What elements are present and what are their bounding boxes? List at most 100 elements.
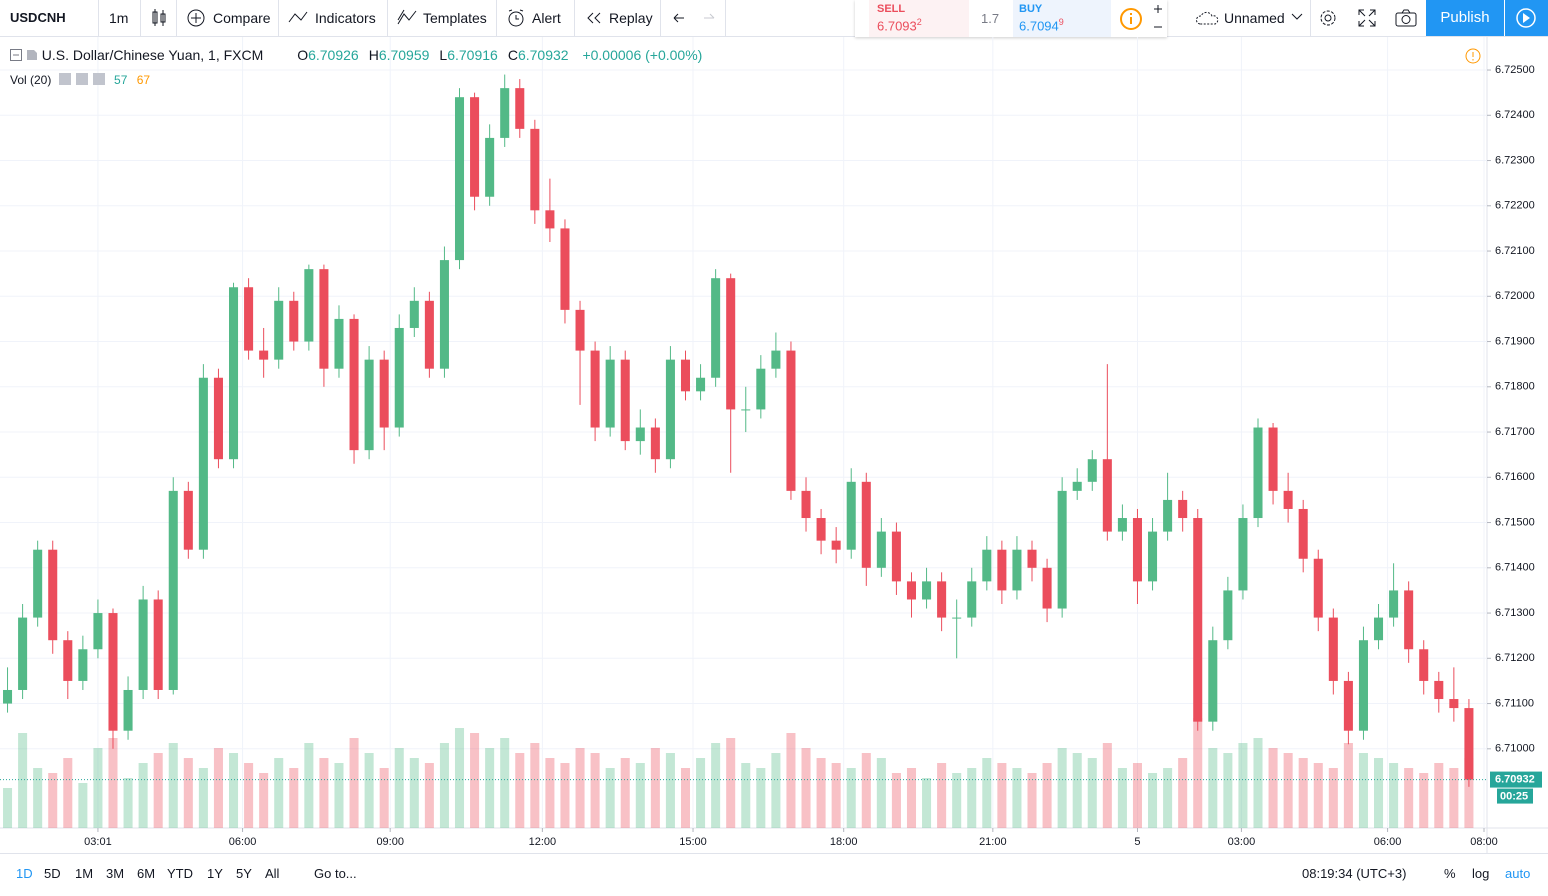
volume-bar (63, 758, 73, 828)
volume-bar (394, 748, 404, 828)
volume-bar (1117, 768, 1127, 828)
candle-body (771, 350, 781, 369)
x-tick-label: 03:01 (84, 836, 112, 848)
info-icon[interactable] (1119, 7, 1143, 31)
candle-body (741, 409, 751, 411)
go-to[interactable]: Go to... (314, 866, 357, 881)
candle-body (696, 377, 706, 392)
candle-body (409, 300, 419, 328)
y-tick-label: 6.72200 (1495, 200, 1535, 212)
last-price-tag (1490, 771, 1542, 788)
fullscreen-icon[interactable] (1357, 8, 1377, 28)
auto-toggle[interactable]: auto (1505, 866, 1531, 881)
y-tick-label: 6.71900 (1495, 335, 1535, 347)
volume-bar (304, 743, 314, 828)
volume-bar (1102, 743, 1112, 828)
study-buttons[interactable] (58, 73, 107, 85)
range-button[interactable]: YTD (167, 866, 193, 881)
volume-bar (1434, 763, 1444, 828)
play-button[interactable] (1505, 0, 1548, 36)
volume-bar (620, 758, 630, 828)
indicators[interactable]: Indicators (315, 10, 376, 26)
candle-body (1374, 617, 1384, 641)
ohlc-label: L (439, 47, 448, 63)
volume-bar (665, 753, 675, 828)
buy-price-main: 6.7094 (1019, 18, 1059, 34)
volume-bar (1328, 768, 1338, 828)
volume-bar (138, 763, 148, 828)
warning-icon[interactable] (1464, 47, 1482, 65)
alert-icon[interactable] (506, 8, 526, 28)
qty-buttons[interactable] (1149, 0, 1167, 37)
legend-title[interactable]: U.S. Dollar/Chinese Yuan, 1, FXCM (41, 47, 264, 63)
range-button[interactable]: 3M (106, 866, 125, 881)
range-button[interactable]: 1M (75, 866, 94, 881)
replay[interactable]: Replay (609, 10, 653, 26)
y-tick-label: 6.71800 (1495, 381, 1535, 393)
templates[interactable]: Templates (423, 10, 487, 26)
range-button[interactable]: 1Y (207, 866, 223, 881)
templates-icon[interactable] (396, 8, 420, 28)
volume-bar (33, 768, 43, 828)
symbol[interactable]: USDCNH (10, 10, 66, 25)
compare-icon[interactable] (186, 8, 206, 28)
x-tick-label: 03:00 (1228, 836, 1256, 848)
sell-label: SELL (877, 3, 906, 15)
candle-body (1434, 680, 1444, 700)
collapse-icon[interactable] (10, 49, 22, 61)
alert[interactable]: Alert (532, 10, 561, 26)
log-toggle[interactable]: log (1472, 866, 1490, 881)
candle-icon[interactable] (150, 8, 168, 28)
candle-body (620, 359, 630, 442)
volume-bar (756, 768, 766, 828)
indicators-icon[interactable] (287, 8, 311, 28)
range-button[interactable]: 5D (44, 866, 61, 881)
candle-body (1464, 708, 1474, 780)
range-button[interactable]: 1D (16, 866, 33, 881)
candle-body (605, 359, 615, 428)
volume-bar (1389, 763, 1399, 828)
sell-button[interactable]: SELL 6.70932 (869, 0, 969, 37)
volume-bar (334, 763, 344, 828)
interval[interactable]: 1m (109, 10, 129, 26)
caret[interactable] (1291, 12, 1303, 22)
candle-body (1072, 481, 1082, 491)
compare[interactable]: Compare (213, 10, 271, 26)
candle-body (952, 617, 962, 619)
range-button[interactable]: 6M (137, 866, 156, 881)
x-tick-label: 21:00 (979, 836, 1007, 848)
volume-bar (530, 743, 540, 828)
percent-toggle[interactable]: % (1444, 866, 1456, 881)
settings-icon[interactable] (1318, 8, 1338, 28)
volume-bar (1313, 763, 1323, 828)
range-button[interactable]: All (265, 866, 280, 881)
publish-button[interactable]: Publish (1426, 0, 1504, 36)
candle-body (138, 599, 148, 690)
candle-body (1358, 640, 1368, 731)
undo-redo[interactable] (670, 8, 720, 28)
volume-bar (922, 778, 932, 828)
candle-body (153, 599, 163, 690)
volume-bar (93, 748, 103, 828)
volume-bar (786, 733, 796, 828)
volume-title[interactable]: Vol (20) (10, 73, 52, 87)
legend-change: +0.00006 (+0.00%) (582, 47, 703, 63)
candle-body (922, 581, 932, 600)
ohlc-value: 6.70926 (308, 47, 359, 63)
layout-name[interactable]: Unnamed (1224, 10, 1285, 26)
buy-button[interactable]: BUY 6.70949 (1013, 0, 1111, 37)
x-tick-label: 06:00 (229, 836, 257, 848)
volume-bar (1148, 773, 1158, 828)
candle-body (545, 210, 555, 229)
candle-body (846, 481, 856, 550)
volume-bar (1027, 773, 1037, 828)
cloud-icon[interactable] (1195, 9, 1221, 27)
range-button[interactable]: 5Y (236, 866, 252, 881)
volume-bar (1358, 753, 1368, 828)
volume-bar (1163, 768, 1173, 828)
volume-bar (78, 783, 88, 828)
snapshot-icon[interactable] (1395, 8, 1417, 28)
candle-body (439, 260, 449, 369)
clock: 08:19:34 (UTC+3) (1302, 866, 1407, 881)
replay-icon[interactable] (585, 8, 603, 28)
